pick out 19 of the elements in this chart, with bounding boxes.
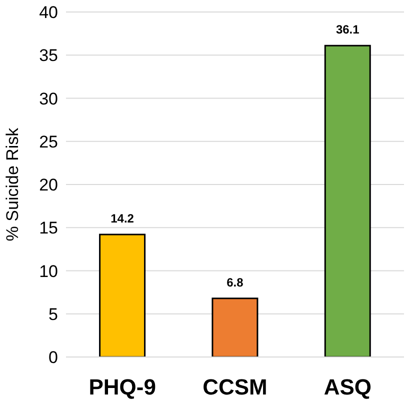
x-tick-label: PHQ-9: [88, 374, 156, 400]
y-tick-label: 40: [39, 3, 58, 22]
y-axis-title: % Suicide Risk: [3, 127, 22, 242]
bar: [212, 298, 258, 357]
y-tick-label: 20: [39, 176, 58, 195]
bar: [324, 44, 371, 357]
y-tick-label: 0: [48, 348, 58, 368]
data-label: 14.2: [110, 212, 134, 226]
x-tick-label: ASQ: [324, 374, 372, 400]
y-tick-label: 10: [39, 262, 58, 281]
bar: [99, 234, 146, 357]
y-tick-label: 25: [39, 132, 58, 152]
data-label: 6.8: [226, 275, 244, 290]
y-tick-label: 30: [39, 89, 58, 108]
x-tick-label: CCSM: [202, 374, 268, 400]
y-tick-label: 5: [48, 304, 58, 324]
data-label: 36.1: [336, 22, 360, 37]
y-tick-label: 15: [39, 218, 58, 238]
y-tick-label: 35: [39, 46, 58, 66]
